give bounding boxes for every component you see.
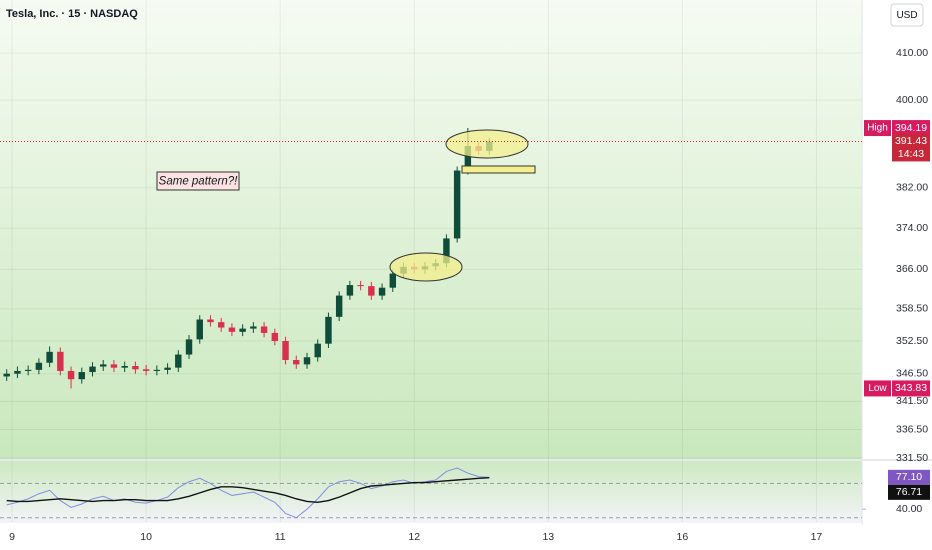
highlight-box xyxy=(461,165,536,174)
high-value: 394.19 xyxy=(895,122,927,134)
candle-body xyxy=(378,287,386,296)
candle-body xyxy=(335,295,343,317)
indicator-value-box xyxy=(888,469,930,485)
candle-body xyxy=(89,366,96,373)
y-tick-label: 341.50 xyxy=(896,395,928,407)
candle-body xyxy=(293,360,300,365)
candle-body xyxy=(121,366,128,368)
low-tag-label: Low xyxy=(868,383,887,394)
candle-body xyxy=(14,370,21,374)
low-tag xyxy=(864,380,891,397)
y-tick-label: 374.00 xyxy=(896,222,928,234)
y-tick-label: 358.50 xyxy=(896,303,928,315)
highlight-ellipse xyxy=(389,252,463,282)
x-tick-label: 9 xyxy=(9,531,15,543)
y-tick-label: 382.00 xyxy=(896,182,928,194)
low-value: 343.83 xyxy=(895,382,927,394)
candle-body xyxy=(389,273,397,288)
candle-body xyxy=(142,369,150,371)
y-tick-label: 336.50 xyxy=(896,423,928,435)
candle-body xyxy=(67,370,75,380)
candle-body xyxy=(357,285,364,287)
highlight-ellipse xyxy=(445,129,529,159)
indicator-line xyxy=(6,476,490,503)
candle-body xyxy=(271,332,279,341)
candle-body xyxy=(314,343,321,358)
y-tick-label: 346.50 xyxy=(896,367,928,379)
y2-tick-label: 40.00 xyxy=(896,503,922,515)
indicator-value: 76.71 xyxy=(896,486,922,498)
candle-body xyxy=(185,339,193,355)
y-tick-label: 400.00 xyxy=(896,94,928,106)
annotation-box xyxy=(156,171,240,191)
last-price: 391.43 xyxy=(895,135,927,147)
candle-body xyxy=(453,170,461,239)
indicator-pane xyxy=(0,461,862,523)
high-value-box xyxy=(892,120,930,137)
y-tick-label: 410.00 xyxy=(896,47,928,59)
candle-body xyxy=(303,357,311,365)
candle-body xyxy=(260,326,268,333)
x-tick-label: 11 xyxy=(275,531,286,543)
candle-body xyxy=(368,286,375,296)
candle-body xyxy=(250,326,257,329)
low-value-box xyxy=(892,380,930,397)
x-tick-label: 12 xyxy=(408,531,420,543)
indicator-value: 77.10 xyxy=(896,471,922,483)
indicator-value-box xyxy=(888,484,930,500)
candle-body xyxy=(464,145,472,171)
x-tick-label: 17 xyxy=(811,531,823,543)
candle-body xyxy=(35,362,43,370)
countdown: 14:43 xyxy=(898,148,924,160)
candle-body xyxy=(175,354,182,368)
candle-body xyxy=(228,327,236,332)
candle-body xyxy=(46,351,53,363)
x-tick-label: 16 xyxy=(677,531,689,543)
y-tick-label: 331.50 xyxy=(896,452,928,464)
x-tick-label: 10 xyxy=(140,531,152,543)
candle-body xyxy=(3,373,10,377)
candle-body xyxy=(196,319,203,340)
candle-body xyxy=(239,328,246,332)
symbol-title: Tesla, Inc. · 15 · NASDAQ xyxy=(6,8,138,20)
candle-body xyxy=(100,364,107,367)
y-tick-label: 352.50 xyxy=(896,335,928,347)
candle-body xyxy=(164,367,171,370)
x-tick-label: 13 xyxy=(542,531,554,543)
candle-body xyxy=(325,316,332,344)
currency[interactable]: USD xyxy=(896,10,917,21)
high-tag xyxy=(864,120,891,137)
currency-button[interactable] xyxy=(890,3,924,27)
candle-body xyxy=(110,364,118,368)
last-price-box xyxy=(892,133,930,162)
high-tag-label: High xyxy=(867,123,888,134)
candle-body xyxy=(443,238,450,264)
candle-body xyxy=(24,369,32,371)
candle-body xyxy=(207,319,214,323)
candle-body xyxy=(57,351,64,371)
y-tick-label: 366.00 xyxy=(896,263,928,275)
candle-body xyxy=(217,322,225,328)
candle-body xyxy=(346,285,354,296)
candle-body xyxy=(78,372,85,380)
candle-body xyxy=(282,340,289,361)
candle-body xyxy=(132,366,139,370)
price-pane xyxy=(0,0,862,459)
annotation: Same pattern?! xyxy=(159,176,238,188)
candle-body xyxy=(153,369,161,371)
